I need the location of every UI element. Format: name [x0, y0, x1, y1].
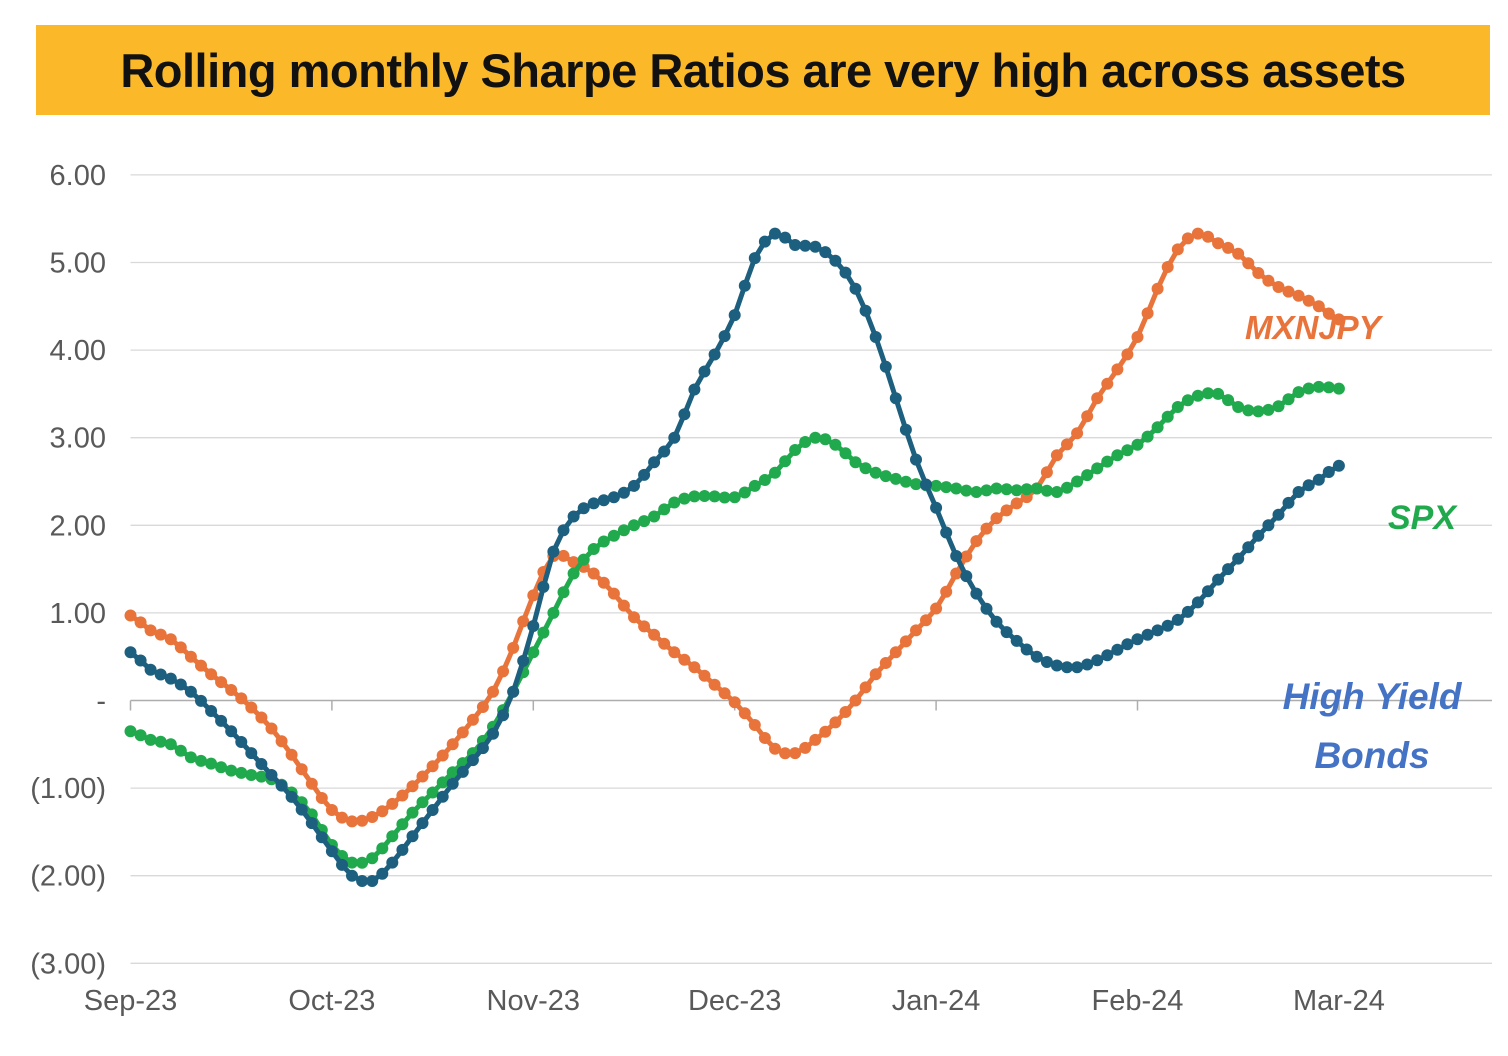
series-label-high-yield-line2: Bonds — [1314, 735, 1430, 777]
sharpe-ratio-chart: 6.00 5.00 4.00 3.00 2.00 1.00 - (1.00) (2.00) (3.… — [30, 160, 1492, 1017]
svg-text:2.00: 2.00 — [50, 510, 106, 542]
svg-text:1.00: 1.00 — [50, 598, 106, 630]
svg-text:6.00: 6.00 — [50, 160, 106, 192]
svg-text:Sep-23: Sep-23 — [84, 985, 178, 1017]
chart-area: 6.00 5.00 4.00 3.00 2.00 1.00 - (1.00) (2.00) (3.… — [0, 115, 1508, 1056]
svg-text:3.00: 3.00 — [50, 423, 106, 455]
svg-text:5.00: 5.00 — [50, 248, 106, 280]
series-label-spx: SPX — [1388, 499, 1457, 537]
title-banner: Rolling monthly Sharpe Ratios are very h… — [36, 25, 1490, 115]
svg-text:(3.00): (3.00) — [30, 948, 106, 980]
svg-text:Jan-24: Jan-24 — [892, 985, 981, 1017]
svg-text:(2.00): (2.00) — [30, 861, 106, 893]
svg-text:-: - — [96, 686, 106, 718]
series-label-high-yield-bonds: High Yield Bonds — [1262, 667, 1482, 785]
svg-text:4.00: 4.00 — [50, 335, 106, 367]
series-label-high-yield-line1: High Yield — [1282, 676, 1462, 717]
svg-text:Dec-23: Dec-23 — [688, 985, 782, 1017]
svg-text:Feb-24: Feb-24 — [1092, 985, 1184, 1017]
svg-text:Oct-23: Oct-23 — [288, 985, 375, 1017]
svg-text:Nov-23: Nov-23 — [487, 985, 581, 1017]
svg-text:(1.00): (1.00) — [30, 773, 106, 805]
series-label-mxnjpy: MXNJPY — [1245, 309, 1381, 346]
page-title: Rolling monthly Sharpe Ratios are very h… — [120, 43, 1406, 97]
svg-text:Mar-24: Mar-24 — [1293, 985, 1385, 1017]
